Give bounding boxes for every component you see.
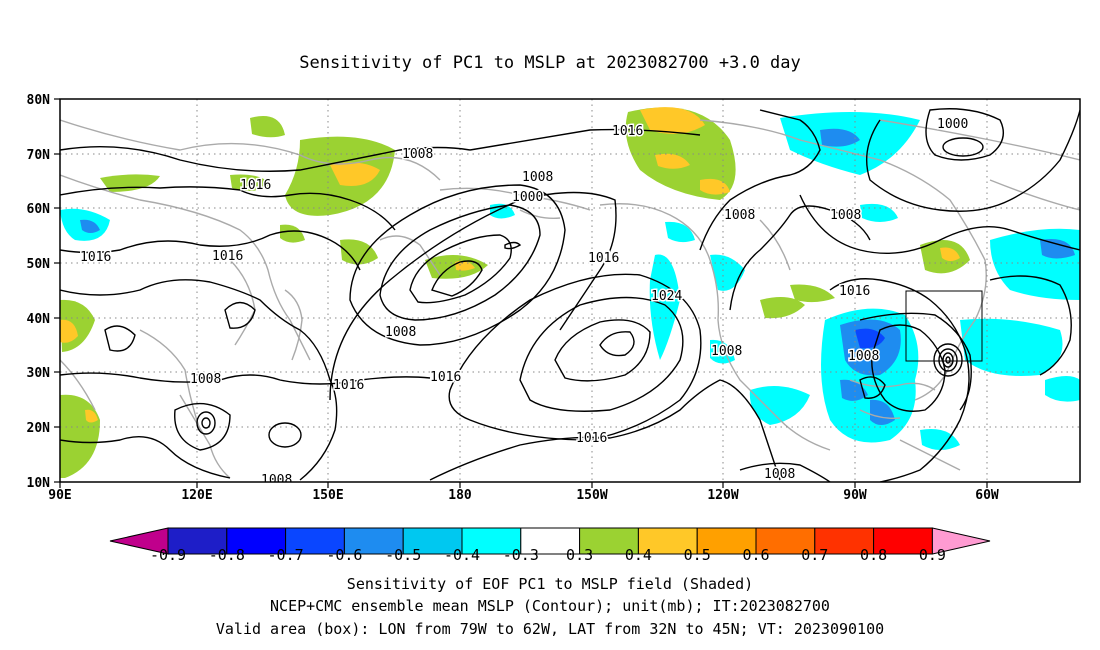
lat-label: 10N [27, 476, 51, 491]
contour-label: 1008 [724, 208, 755, 223]
contour-label: 1008 [402, 147, 433, 162]
colorbar-tick-label: -0.8 [209, 546, 245, 564]
lon-label: 90W [843, 488, 867, 503]
colorbar-swatch [755, 527, 816, 555]
caption-line-2: NCEP+CMC ensemble mean MSLP (Contour); u… [270, 597, 830, 615]
colorbar-tick-label: -0.3 [503, 546, 539, 564]
contour-label: 1008 [830, 208, 861, 223]
valid-area-box [905, 290, 983, 362]
contour-label: 1016 [588, 251, 619, 266]
contour-label: 1016 [430, 370, 461, 385]
contour-label: 1008 [848, 349, 879, 364]
lon-label: 120E [181, 488, 212, 503]
contour-label: 1008 [764, 467, 795, 482]
longitude-labels: 90E 120E 150E 180 150W 120W 90W 60W [48, 488, 999, 503]
map: 1008 1016 1016 1016 1008 1000 1016 1008 … [27, 93, 1081, 503]
mslp-contours [60, 108, 1080, 482]
lon-label: 150W [576, 488, 607, 503]
contour-label: 1008 [385, 325, 416, 340]
colorbar-swatch [520, 527, 581, 555]
contour-label: 1016 [612, 124, 643, 139]
colorbar-swatch [461, 527, 522, 555]
contour-label: 1024 [651, 289, 682, 304]
latitude-labels: 80N 70N 60N 50N 40N 30N 20N 10N [27, 93, 51, 491]
colorbar-arrow-high [931, 527, 991, 555]
contour-label: 1008 [711, 344, 742, 359]
contour-labels: 1008 1016 1016 1016 1008 1000 1016 1008 … [79, 116, 970, 488]
contour-label: 1016 [240, 178, 271, 193]
lat-label: 30N [27, 366, 51, 381]
lon-label: 120W [707, 488, 738, 503]
colorbar-swatch [402, 527, 463, 555]
colorbar-tick-label: 0.8 [860, 546, 887, 564]
colorbar-swatch [873, 527, 933, 555]
map-frame [59, 98, 1081, 483]
colorbar-tick-label: -0.7 [268, 546, 304, 564]
colorbar: -0.9 -0.8 -0.7 -0.6 -0.5 -0.4 -0.3 0.3 0.4 0.5 0.6… [109, 527, 991, 564]
lat-label: 80N [27, 93, 51, 108]
colorbar-swatch [343, 527, 404, 555]
contour-label: 1016 [576, 431, 607, 446]
lat-label: 50N [27, 257, 51, 272]
colorbar-tick-label: 0.3 [566, 546, 593, 564]
colorbar-swatch [579, 527, 639, 555]
lat-label: 40N [27, 312, 51, 327]
lon-label: 180 [448, 488, 472, 503]
colorbar-swatch [285, 527, 345, 555]
chart-title: Sensitivity of PC1 to MSLP at 2023082700… [299, 53, 801, 73]
colorbar-swatch [167, 527, 228, 555]
coastlines [60, 119, 1080, 479]
colorbar-tick-label: -0.6 [326, 546, 362, 564]
lon-label: 60W [975, 488, 999, 503]
contour-label: 1016 [212, 249, 243, 264]
contour-label: 1016 [839, 284, 870, 299]
contour-label: 1016 [80, 250, 111, 265]
colorbar-tick-label: 0.5 [684, 546, 711, 564]
contour-label: 1000 [512, 190, 543, 205]
contour-label: 1008 [261, 473, 292, 488]
caption-line-3: Valid area (box): LON from 79W to 62W, L… [216, 620, 884, 638]
contour-label: 1008 [522, 170, 553, 185]
lon-label: 150E [312, 488, 343, 503]
lat-label: 20N [27, 421, 51, 436]
colorbar-tick-label: 0.9 [919, 546, 946, 564]
lat-label: 60N [27, 202, 51, 217]
contour-label: 1000 [937, 117, 968, 132]
axis-ticks [54, 98, 988, 488]
colorbar-swatch [226, 527, 287, 555]
colorbar-tick-label: 0.7 [801, 546, 828, 564]
colorbar-tick-label: -0.4 [444, 546, 480, 564]
contour-label: 1008 [190, 372, 221, 387]
colorbar-tick-label: 0.4 [625, 546, 652, 564]
caption-line-1: Sensitivity of EOF PC1 to MSLP field (Sh… [347, 575, 753, 593]
caption: Sensitivity of EOF PC1 to MSLP field (Sh… [216, 575, 884, 638]
grid [60, 99, 1080, 482]
colorbar-swatch [637, 527, 698, 555]
colorbar-tick-label: -0.9 [150, 546, 186, 564]
lat-label: 70N [27, 148, 51, 163]
colorbar-swatch [814, 527, 875, 555]
colorbar-tick-label: -0.5 [385, 546, 421, 564]
lon-label: 90E [48, 488, 71, 503]
contour-label: 1016 [333, 378, 364, 393]
colorbar-tick-label: 0.6 [742, 546, 769, 564]
